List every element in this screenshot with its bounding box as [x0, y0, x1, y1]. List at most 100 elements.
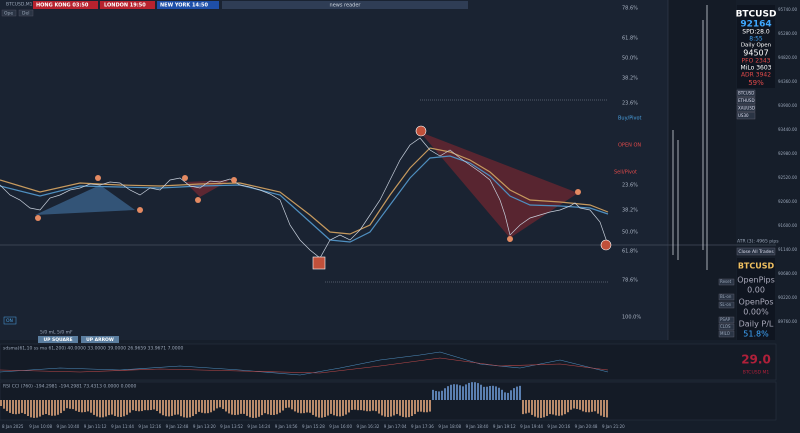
- histogram-bar: [195, 400, 197, 415]
- indicator-value: 29.0: [741, 353, 771, 367]
- symbol: BTCUSD,M1: [6, 2, 33, 8]
- histogram-bar: [378, 400, 380, 414]
- histogram-bar: [450, 384, 452, 400]
- button[interactable]: [18, 9, 34, 17]
- time-label: 9 Jan 19:44: [520, 424, 543, 429]
- histogram-bar: [564, 400, 566, 415]
- histogram-bar: [330, 400, 332, 414]
- button-label[interactable]: PSAP: [720, 317, 731, 322]
- histogram-bar: [201, 400, 203, 413]
- button[interactable]: [736, 97, 756, 105]
- histogram-bar: [165, 400, 167, 417]
- histogram-bar: [399, 400, 401, 416]
- histogram-bar: [336, 400, 338, 417]
- button[interactable]: [3, 316, 17, 325]
- histogram-bar: [315, 400, 317, 417]
- histogram-bar: [381, 400, 383, 416]
- histogram-bar: [36, 400, 38, 418]
- button-label[interactable]: Ope: [4, 11, 13, 17]
- button[interactable]: [736, 89, 756, 97]
- fib-level: 38.2%: [622, 76, 638, 82]
- histogram-bar: [129, 400, 131, 413]
- button[interactable]: [1, 9, 17, 17]
- button-label[interactable]: MILO: [720, 331, 730, 336]
- side-bars: [672, 5, 708, 270]
- button[interactable]: [736, 247, 776, 256]
- news-label[interactable]: news reader: [330, 3, 362, 9]
- histogram-bar: [27, 400, 29, 417]
- histogram-bar: [348, 400, 350, 413]
- histogram-bar: [516, 386, 518, 400]
- histogram-bar: [147, 400, 149, 411]
- histogram-bar: [213, 400, 215, 411]
- button-label[interactable]: UP SQUARE: [43, 337, 72, 343]
- histogram-bar: [294, 400, 296, 412]
- histogram-bar: [462, 386, 464, 400]
- button-label[interactable]: UP ARROW: [86, 337, 114, 343]
- button-label[interactable]: CLOS: [720, 324, 731, 329]
- histogram-bar: [558, 400, 560, 416]
- button[interactable]: [81, 336, 119, 343]
- markers: [35, 175, 581, 242]
- histogram-bar: [117, 400, 119, 417]
- time-label: 9 Jan 20:48: [575, 424, 598, 429]
- histogram-bar: [84, 400, 86, 413]
- price-label: 92060.00: [778, 199, 798, 204]
- button[interactable]: [718, 330, 735, 338]
- moving-average: [0, 147, 609, 235]
- button[interactable]: [38, 336, 78, 343]
- clock-label: LONDON 19:50: [104, 3, 146, 9]
- button-label[interactable]: Del: [22, 11, 29, 17]
- news-bar[interactable]: [222, 1, 468, 9]
- indicator-value-label: BTCUSD M1: [743, 370, 770, 376]
- histogram-bar: [0, 400, 2, 406]
- histogram-bar: [186, 400, 188, 418]
- histogram-bar: [75, 400, 77, 411]
- button-label[interactable]: XAUUSD: [738, 105, 755, 110]
- button[interactable]: [736, 112, 756, 120]
- histogram-bar: [309, 400, 311, 413]
- fib-level: 50.0%: [622, 230, 638, 236]
- histogram-bar: [258, 400, 260, 417]
- time-label: 9 Jan 16:32: [357, 424, 380, 429]
- histogram-bar: [537, 400, 539, 418]
- fib-level: 50.0%: [622, 56, 638, 62]
- histogram-bar: [108, 400, 110, 416]
- histogram-bar: [138, 400, 140, 412]
- histogram-bar: [39, 400, 41, 417]
- button[interactable]: [718, 316, 735, 324]
- histogram-bar: [444, 388, 446, 400]
- button-label[interactable]: ON: [6, 318, 13, 324]
- histogram-bar: [216, 400, 218, 409]
- button-label[interactable]: Reset: [720, 279, 732, 284]
- button-label[interactable]: US30: [738, 113, 749, 118]
- price-label: 91600.00: [778, 223, 798, 228]
- trade: OpenPips: [737, 276, 774, 285]
- histogram-bar: [150, 400, 152, 411]
- histogram-bar: [249, 400, 251, 418]
- histogram-bar: [576, 400, 578, 409]
- button[interactable]: [736, 104, 756, 112]
- fib-level: 38.2%: [622, 208, 638, 214]
- histogram-bar: [414, 400, 416, 415]
- histogram-bar: [471, 382, 473, 400]
- button-label[interactable]: SL-on: [720, 302, 732, 307]
- button[interactable]: [718, 293, 735, 301]
- histogram-bar: [180, 400, 182, 417]
- histogram-bar: [357, 400, 359, 411]
- histogram-bar: [51, 400, 53, 416]
- time-label: 9 Jan 12:16: [138, 424, 161, 429]
- button-label[interactable]: Close All Trades: [738, 249, 774, 255]
- button-label[interactable]: BTCUSD: [738, 90, 754, 95]
- histogram-bar: [285, 400, 287, 408]
- histogram-bar: [549, 400, 551, 415]
- histogram-bar: [111, 400, 113, 415]
- button[interactable]: [718, 323, 735, 331]
- histogram-bar: [489, 385, 491, 400]
- button-label[interactable]: ETHUSD: [738, 98, 755, 103]
- button[interactable]: [718, 278, 735, 286]
- button[interactable]: [718, 301, 735, 309]
- button-label[interactable]: BL-on: [720, 294, 732, 299]
- histogram-bar: [144, 400, 146, 411]
